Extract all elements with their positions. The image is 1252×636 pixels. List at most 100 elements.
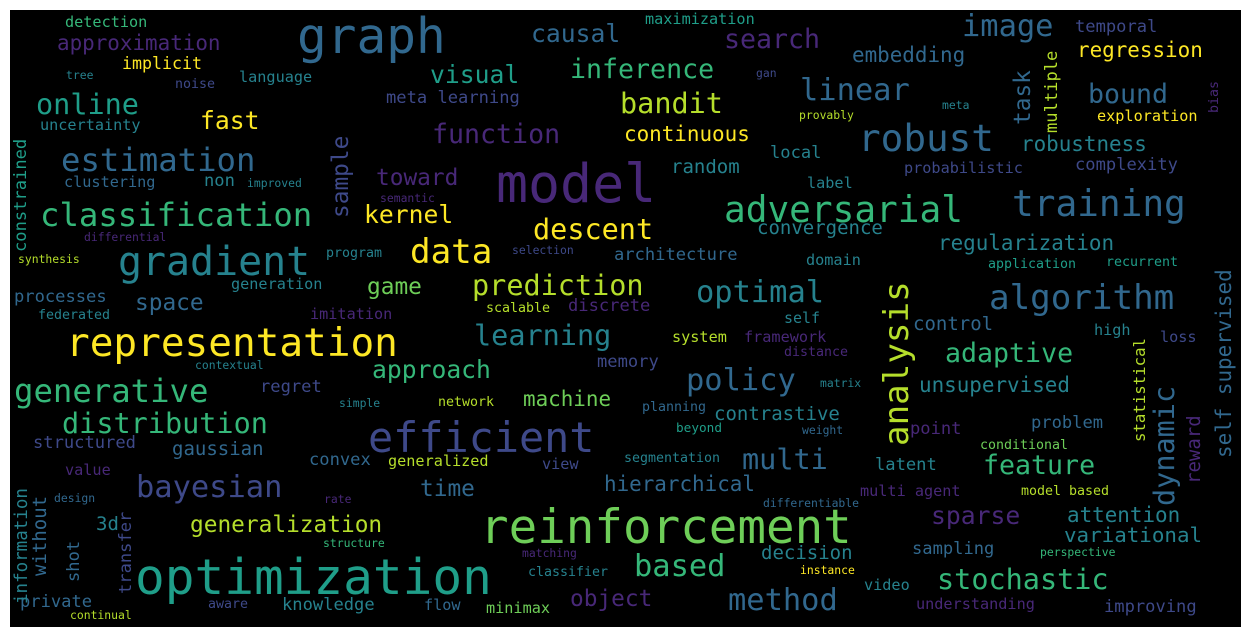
cloud-word: differentiable [763,496,860,510]
cloud-word: hierarchical [604,472,755,496]
cloud-word: robust [858,116,994,160]
cloud-word: view [542,455,579,473]
cloud-word: complexity [1075,155,1178,175]
cloud-word: framework [744,328,827,346]
cloud-word: object [570,586,653,612]
cloud-word: space [135,290,204,316]
cloud-word: task [1010,70,1036,125]
cloud-word: design [54,491,96,505]
cloud-word: federated [38,308,111,323]
cloud-word: classifier [528,565,609,580]
cloud-word: image [962,10,1054,44]
cloud-word: synthesis [18,252,80,266]
cloud-word: loss [1160,328,1197,346]
cloud-word: shot [64,540,84,582]
cloud-word: planning [642,400,707,415]
cloud-word: perspective [1040,545,1116,559]
cloud-word: transfer [116,511,136,594]
word-cloud: graph model reinforcement optimization repre… [10,10,1241,627]
cloud-word: data [410,232,493,272]
cloud-word: recurrent [1106,255,1179,270]
cloud-word: training [1012,183,1186,225]
cloud-word: feature [983,450,1096,481]
cloud-word: value [65,461,111,479]
cloud-word: simple [339,396,381,410]
cloud-word: flow [424,596,461,614]
cloud-word: dynamic [1148,385,1181,506]
cloud-word: matching [522,546,577,560]
cloud-word: video [864,576,910,594]
cloud-word: gaussian [172,438,264,460]
cloud-word: kernel [364,200,454,229]
cloud-word: understanding [916,595,1035,613]
cloud-word: detection [65,13,148,31]
cloud-word: generalization [190,512,383,538]
cloud-word: tree [66,68,94,82]
cloud-word: generative [14,372,209,410]
cloud-word: inference [570,54,715,85]
cloud-word: provably [799,108,854,122]
cloud-word: problem [1031,413,1104,433]
cloud-word: information [12,488,32,604]
cloud-word: continual [70,608,132,622]
cloud-word: beyond [676,421,723,436]
cloud-word: 3d [96,513,119,535]
cloud-word: generation [231,275,323,293]
cloud-word: efficient [368,413,595,462]
cloud-word: discrete [568,296,651,316]
cloud-word: minimax [486,599,551,617]
cloud-word: multi [742,443,828,476]
cloud-word: instance [800,563,855,577]
cloud-word: structure [323,536,385,550]
cloud-word: estimation [61,141,256,179]
cloud-word: application [988,257,1077,272]
cloud-word: point [910,419,962,439]
cloud-word: convergence [757,217,883,239]
cloud-word: local [770,143,822,163]
cloud-word: regularization [938,231,1115,255]
cloud-word: reward [1183,415,1205,484]
cloud-word: algorithm [989,278,1175,318]
cloud-word: classification [40,196,313,234]
cloud-word: bayesian [136,470,283,505]
cloud-word: fast [200,106,260,135]
cloud-word: without [29,495,51,576]
cloud-word: model [496,153,657,215]
cloud-word: noise [175,77,216,92]
cloud-word: improved [247,176,302,190]
cloud-word: weight [802,423,844,437]
cloud-word: domain [806,251,861,269]
cloud-word: probabilistic [904,159,1023,177]
cloud-word: causal [531,19,621,48]
cloud-word: control [913,313,994,335]
cloud-word: self supervised [1212,269,1236,458]
cloud-word: game [367,274,422,300]
cloud-word: temporal [1075,17,1158,37]
cloud-word: distribution [62,407,268,440]
cloud-word: imitation [310,305,393,323]
cloud-word: prediction [472,269,644,302]
cloud-word: decision [761,542,853,564]
cloud-word: unsupervised [919,373,1070,397]
cloud-word: private [20,592,93,612]
cloud-word: approximation [57,31,221,55]
cloud-word: regret [260,377,322,397]
cloud-word: meta learning [386,88,520,108]
cloud-word: descent [533,213,654,246]
cloud-word: function [432,119,561,150]
cloud-word: contrastive [714,403,840,425]
cloud-word: sampling [912,539,995,559]
cloud-word: learning [474,319,612,352]
cloud-word: bound [1088,79,1169,110]
cloud-word: conditional [980,438,1069,453]
cloud-word: stochastic [937,563,1109,596]
cloud-word: reinforcement [480,500,852,555]
cloud-word: online [36,88,139,121]
cloud-word: distance [784,345,849,360]
cloud-word: contextual [195,358,264,372]
cloud-word: self [784,309,820,327]
cloud-word: scalable [486,301,551,316]
cloud-word: multi agent [860,482,961,500]
cloud-word: meta [942,98,970,112]
cloud-word: semantic [380,191,435,205]
